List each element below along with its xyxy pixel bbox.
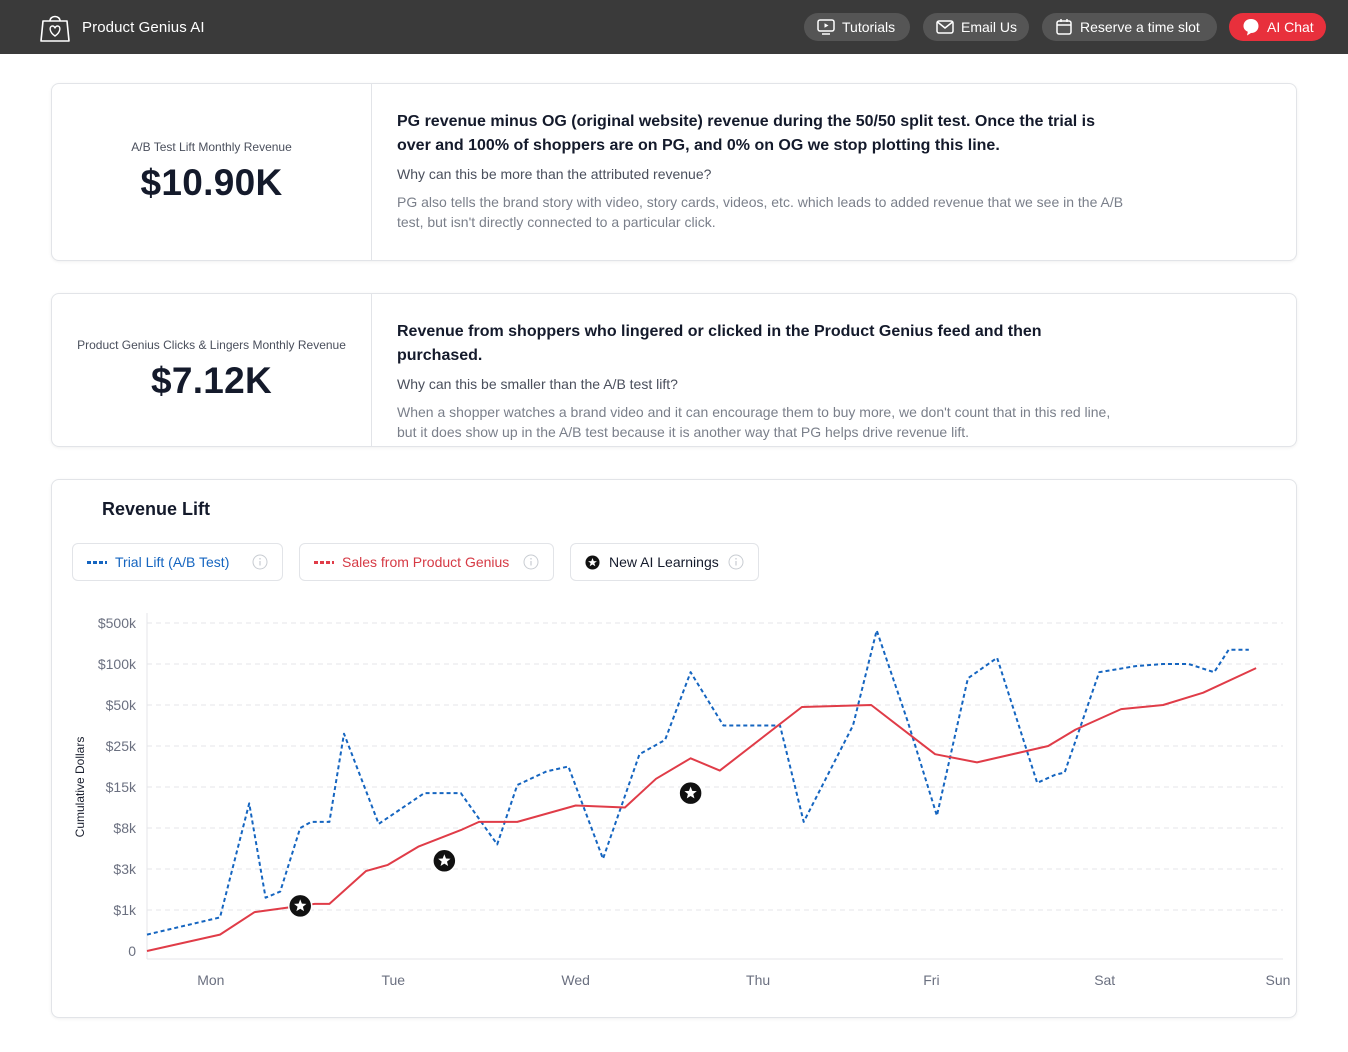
ai-chat-button[interactable]: AI Chat (1229, 13, 1326, 41)
video-play-icon (816, 17, 836, 37)
ab-test-lift-card: A/B Test Lift Monthly Revenue $10.90K PG… (51, 83, 1297, 261)
y-tick-label: $8k (113, 820, 137, 836)
info-icon[interactable] (252, 554, 268, 570)
metric-question: Why can this be more than the attributed… (397, 166, 712, 182)
info-icon[interactable] (523, 554, 539, 570)
email-us-button[interactable]: Email Us (923, 13, 1029, 41)
x-tick-label: Sat (1094, 972, 1115, 988)
legend-trial-lift[interactable]: Trial Lift (A/B Test) (72, 543, 283, 581)
metric-value: $7.12K (150, 360, 273, 401)
legend-trial-lift-label: Trial Lift (A/B Test) (115, 554, 230, 570)
x-tick-label: Sun (1266, 972, 1291, 988)
chart-series (146, 629, 1257, 952)
y-tick-label: $15k (106, 779, 137, 795)
legend-sales-label: Sales from Product Genius (342, 554, 510, 570)
x-tick-label: Wed (561, 972, 590, 988)
mail-icon (935, 17, 955, 37)
clicks-lingers-card: Product Genius Clicks & Lingers Monthly … (51, 293, 1297, 447)
x-tick-label: Tue (381, 972, 405, 988)
y-tick-label: 0 (128, 943, 136, 959)
metric-label: Product Genius Clicks & Lingers Monthly … (77, 338, 346, 352)
chart-grid (147, 622, 1283, 911)
star-badge-icon (585, 554, 600, 570)
shopping-bag-heart-icon (38, 10, 72, 44)
y-tick-label: $3k (113, 861, 137, 877)
x-tick-label: Mon (197, 972, 224, 988)
star-marker-glyph (684, 786, 697, 799)
metric-summary: Product Genius Clicks & Lingers Monthly … (52, 294, 372, 446)
metric-headline: Revenue from shoppers who lingered or cl… (397, 323, 1042, 364)
trial-lift-line (146, 629, 1249, 936)
brand[interactable]: Product Genius AI (38, 10, 205, 44)
star-marker-glyph (294, 899, 307, 912)
metric-explanation: When a shopper watches a brand video and… (397, 404, 1111, 440)
ai-learning-star-marker (678, 780, 703, 806)
metric-question: Why can this be smaller than the A/B tes… (397, 376, 678, 392)
ai-learning-star-marker (432, 848, 457, 874)
email-us-label: Email Us (961, 19, 1018, 35)
y-axis-title: Cumulative Dollars (73, 737, 87, 838)
tutorials-label: Tutorials (842, 19, 896, 35)
chart-axes: 0 $1k $3k $8k $15k $25k $50k $100k $500k Cumulati… (73, 613, 1290, 988)
legend-new-ai-learnings[interactable]: New AI Learnings (570, 543, 759, 581)
star-marker-glyph (438, 854, 451, 867)
metric-description: PG revenue minus OG (original website) r… (397, 110, 1127, 232)
metric-headline: PG revenue minus OG (original website) r… (397, 113, 1095, 154)
calendar-icon (1054, 17, 1074, 37)
revenue-lift-chart-card: Revenue Lift Trial Lift (A/B Test) Sales… (51, 479, 1297, 1018)
dashed-line-swatch-icon (87, 560, 107, 564)
ai-chat-label: AI Chat (1267, 19, 1314, 35)
y-tick-label: $500k (98, 615, 137, 631)
reserve-time-slot-button[interactable]: Reserve a time slot (1042, 13, 1217, 41)
metric-label: A/B Test Lift Monthly Revenue (131, 140, 292, 154)
chart-title: Revenue Lift (102, 499, 211, 519)
reserve-time-slot-label: Reserve a time slot (1080, 19, 1200, 35)
tutorials-button[interactable]: Tutorials (804, 13, 910, 41)
metric-value: $10.90K (140, 162, 283, 203)
sales-from-pg-line (146, 667, 1257, 952)
ai-learning-star-marker (287, 893, 313, 919)
metric-summary: A/B Test Lift Monthly Revenue $10.90K (52, 84, 372, 260)
dashed-line-swatch-icon (314, 560, 334, 564)
info-icon[interactable] (728, 554, 744, 570)
y-tick-label: $1k (113, 902, 137, 918)
revenue-lift-chart: 0 $1k $3k $8k $15k $25k $50k $100k $500k Cumulati… (73, 613, 1290, 988)
x-tick-label: Fri (923, 972, 939, 988)
metric-explanation: PG also tells the brand story with video… (397, 194, 1124, 230)
y-tick-label: $100k (98, 656, 137, 672)
legend-sales-from-pg[interactable]: Sales from Product Genius (299, 543, 554, 581)
chart-markers (287, 780, 703, 919)
y-tick-label: $25k (106, 738, 137, 754)
app-name: Product Genius AI (82, 18, 205, 36)
y-tick-label: $50k (106, 697, 137, 713)
x-tick-label: Thu (746, 972, 770, 988)
top-bar: Product Genius AI Tutorials Email Us Res… (0, 0, 1348, 54)
metric-description: Revenue from shoppers who lingered or cl… (397, 320, 1127, 442)
chat-bubble-icon (1241, 17, 1261, 37)
legend-learnings-label: New AI Learnings (609, 554, 719, 570)
